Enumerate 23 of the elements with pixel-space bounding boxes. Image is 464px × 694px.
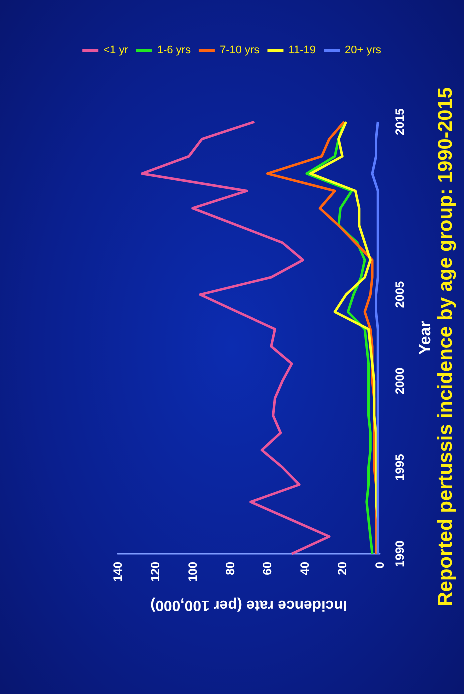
x-axis-title: Incidence rate (per 100,000) — [150, 597, 348, 614]
x-tick-label: 120 — [148, 562, 162, 582]
y-tick-label: 1990 — [393, 540, 407, 568]
y-tick-label: 1995 — [393, 454, 407, 481]
y-axis-title: Year — [418, 321, 434, 355]
x-tick-label: 140 — [111, 562, 125, 582]
y-tick-label: 2000 — [393, 368, 407, 395]
y-tick-label: 2005 — [393, 281, 407, 308]
legend-label: 11-19 — [288, 44, 316, 56]
x-tick-label: 100 — [186, 562, 200, 582]
text: Reported pertussis incidence by age group: 1990-2015 — [435, 87, 457, 607]
x-tick-label: 40 — [298, 562, 312, 576]
legend-label: <1 yr — [104, 44, 129, 56]
line-series — [141, 120, 331, 556]
line-series — [371, 120, 380, 556]
x-tick-label: 60 — [260, 562, 275, 576]
legend-label: 1-6 yrs — [157, 44, 192, 56]
legend-label: 7-10 yrs — [220, 44, 260, 56]
x-tick-label: 0 — [373, 562, 387, 569]
x-tick-label: 20 — [336, 562, 350, 576]
legend-label: 20+ yrs — [345, 44, 382, 56]
x-tick-label: 80 — [223, 562, 238, 576]
y-tick-label: 2015 — [393, 108, 407, 136]
